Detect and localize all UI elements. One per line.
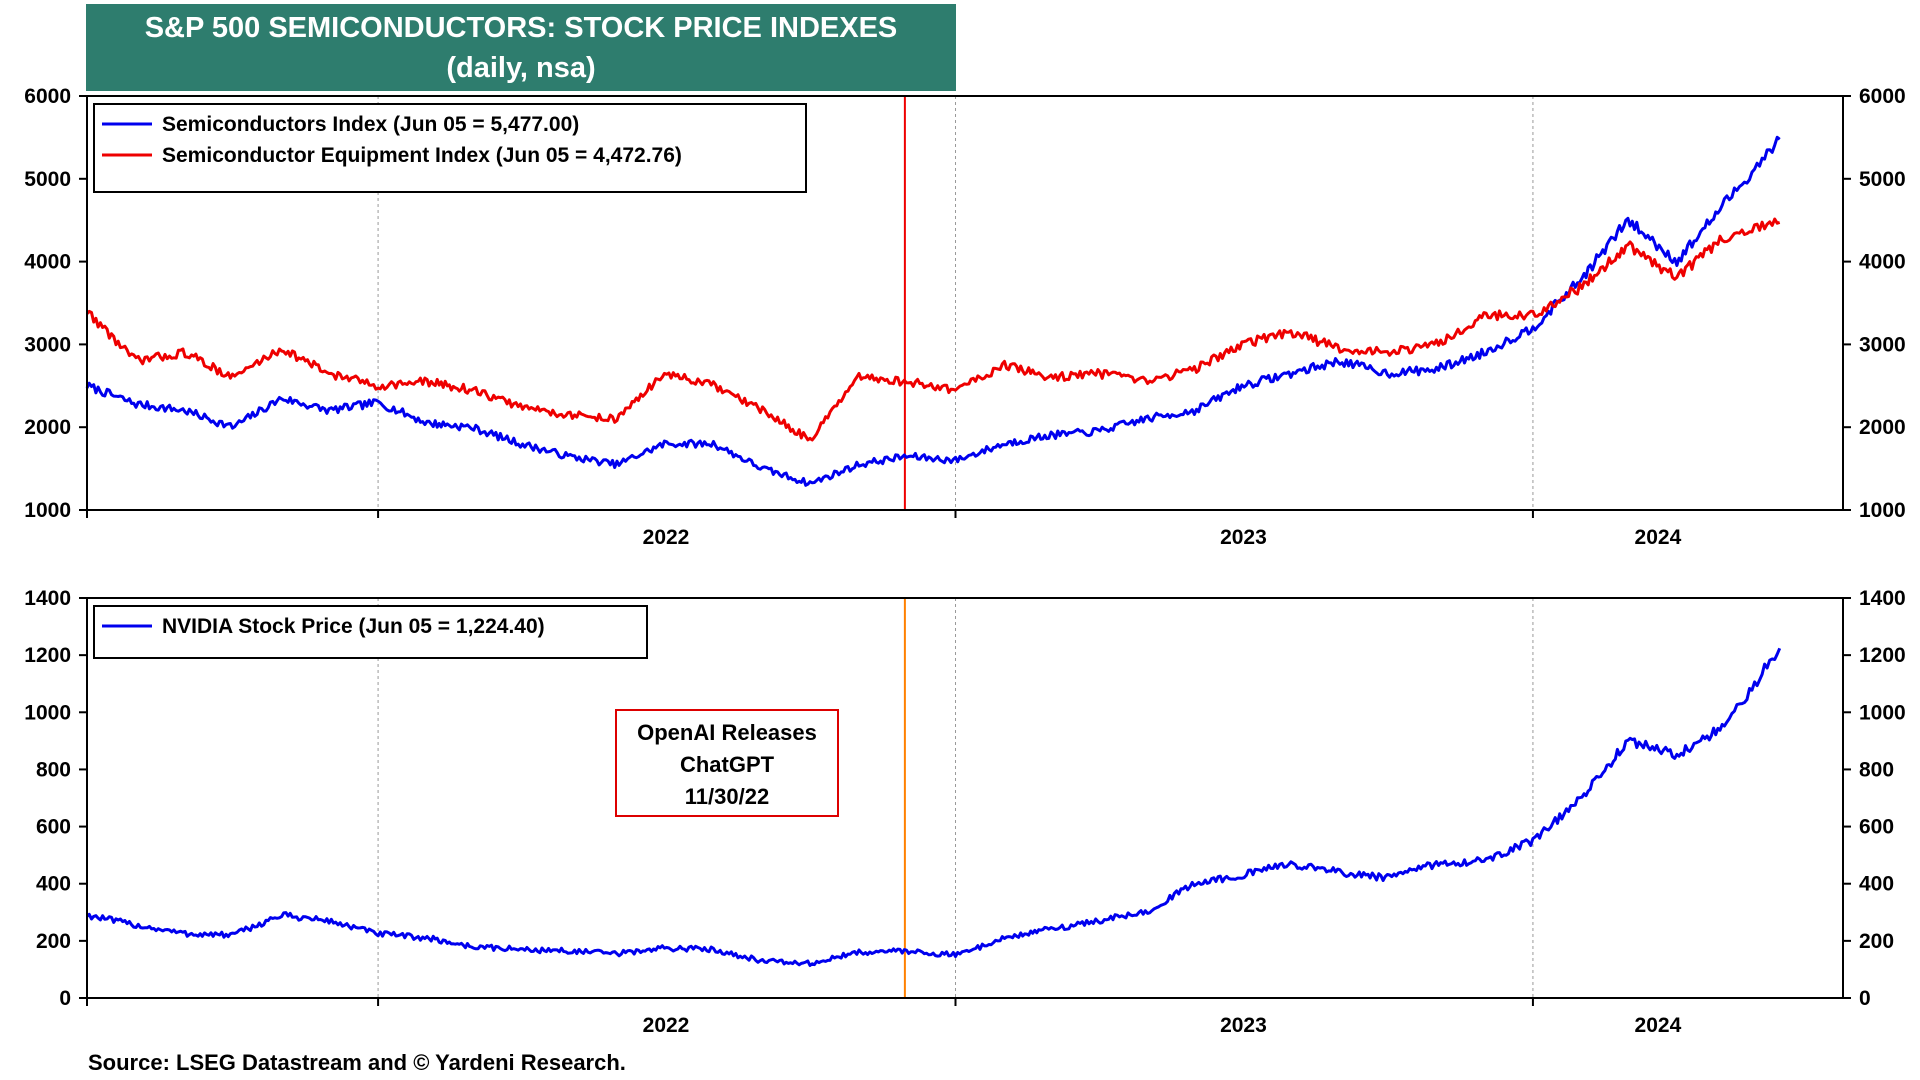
y-tick-label-left: 200 bbox=[36, 930, 71, 953]
legend: NVIDIA Stock Price (Jun 05 = 1,224.40) bbox=[93, 605, 648, 659]
x-tick-label-2024: 2024 bbox=[1635, 1014, 1682, 1037]
legend-entry-0: Semiconductors Index (Jun 05 = 5,477.00) bbox=[162, 113, 579, 136]
semiconductor-index-panel: 2022 2023 2024 1000 1000 2000 2000 3000 3000 4000… bbox=[24, 85, 1905, 549]
y-tick-label-right: 4000 bbox=[1859, 251, 1906, 274]
y-tick-label-right: 1000 bbox=[1859, 499, 1906, 522]
series-line-0 bbox=[85, 135, 1781, 487]
y-tick-label-right: 400 bbox=[1859, 873, 1894, 896]
y-tick-label-left: 400 bbox=[36, 873, 71, 896]
y-tick-label-right: 6000 bbox=[1859, 85, 1906, 108]
y-tick-label-right: 800 bbox=[1859, 758, 1894, 781]
chatgpt-annotation: OpenAI Releases ChatGPT 11/30/22 bbox=[615, 709, 839, 817]
y-tick-label-right: 5000 bbox=[1859, 168, 1906, 191]
annotation-line-2: 11/30/22 bbox=[685, 784, 769, 809]
series-line-0 bbox=[85, 647, 1782, 967]
legend-entry-1: Semiconductor Equipment Index (Jun 05 = … bbox=[162, 144, 682, 167]
y-tick-label-left: 1400 bbox=[24, 587, 71, 610]
nvidia-price-panel: 2022 2023 2024 0 0 200 200 400 400 600 600 800 800 10… bbox=[24, 587, 1905, 1037]
y-tick-label-left: 1000 bbox=[24, 701, 71, 724]
legend-box bbox=[93, 605, 648, 659]
y-tick-label-left: 2000 bbox=[24, 416, 71, 439]
x-tick-label-2022: 2022 bbox=[643, 526, 690, 549]
y-tick-label-right: 1000 bbox=[1859, 701, 1906, 724]
plot-frame bbox=[86, 597, 1844, 999]
y-tick-label-right: 600 bbox=[1859, 816, 1894, 839]
y-tick-label-left: 1000 bbox=[24, 499, 71, 522]
y-tick-label-left: 600 bbox=[36, 816, 71, 839]
legend-entry-0: NVIDIA Stock Price (Jun 05 = 1,224.40) bbox=[162, 615, 545, 638]
plot-frame bbox=[86, 95, 1844, 511]
y-tick-label-left: 1200 bbox=[24, 644, 71, 667]
series-line-1 bbox=[85, 217, 1781, 442]
y-tick-label-right: 2000 bbox=[1859, 416, 1906, 439]
x-tick-label-2023: 2023 bbox=[1220, 526, 1267, 549]
y-tick-label-right: 1400 bbox=[1859, 587, 1906, 610]
y-tick-label-left: 4000 bbox=[24, 251, 71, 274]
y-tick-label-right: 0 bbox=[1859, 987, 1871, 1010]
y-tick-label-right: 1200 bbox=[1859, 644, 1906, 667]
y-tick-label-left: 3000 bbox=[24, 333, 71, 356]
y-tick-label-left: 0 bbox=[59, 987, 71, 1010]
y-tick-label-left: 5000 bbox=[24, 168, 71, 191]
legend: Semiconductors Index (Jun 05 = 5,477.00)… bbox=[93, 103, 807, 193]
x-tick-label-2024: 2024 bbox=[1635, 526, 1682, 549]
chart-title-box: S&P 500 SEMICONDUCTORS: STOCK PRICE INDE… bbox=[86, 4, 956, 91]
y-tick-label-left: 6000 bbox=[24, 85, 71, 108]
y-tick-label-right: 3000 bbox=[1859, 333, 1906, 356]
source-note: Source: LSEG Datastream and © Yardeni Re… bbox=[88, 1050, 626, 1075]
annotation-line-1: ChatGPT bbox=[680, 752, 775, 777]
annotation-box bbox=[615, 709, 839, 817]
annotation-line-0: OpenAI Releases bbox=[637, 720, 817, 745]
y-tick-label-left: 800 bbox=[36, 758, 71, 781]
x-tick-label-2022: 2022 bbox=[643, 1014, 690, 1037]
chart-title: S&P 500 SEMICONDUCTORS: STOCK PRICE INDE… bbox=[144, 12, 898, 44]
y-tick-label-right: 200 bbox=[1859, 930, 1894, 953]
chart-subtitle: (daily, nsa) bbox=[446, 52, 596, 84]
x-tick-label-2023: 2023 bbox=[1220, 1014, 1267, 1037]
legend-box bbox=[93, 103, 807, 193]
